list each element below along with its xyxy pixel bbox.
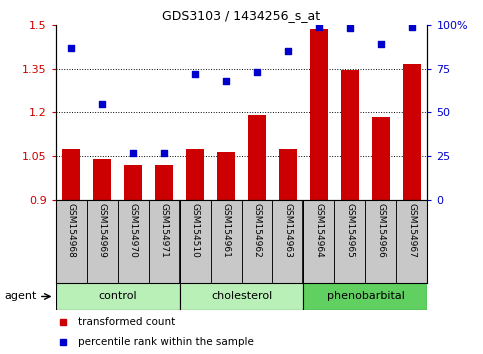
Point [315, 24, 323, 29]
Bar [303, 200, 334, 283]
Title: GDS3103 / 1434256_s_at: GDS3103 / 1434256_s_at [162, 9, 321, 22]
Bar [242, 200, 272, 283]
Bar [303, 283, 427, 310]
Bar [186, 149, 204, 200]
Point [67, 45, 75, 50]
Bar [366, 200, 397, 283]
Bar [403, 64, 421, 200]
Point [253, 69, 261, 75]
Bar [62, 149, 80, 200]
Point [191, 71, 199, 77]
Text: agent: agent [5, 291, 37, 302]
Bar [334, 200, 366, 283]
Bar [117, 200, 149, 283]
Bar [248, 115, 266, 200]
Bar [211, 200, 242, 283]
Text: GSM154967: GSM154967 [408, 203, 416, 258]
Text: GSM154970: GSM154970 [128, 203, 138, 258]
Point [408, 24, 416, 29]
Bar [56, 283, 180, 310]
Text: GSM154963: GSM154963 [284, 203, 293, 258]
Text: GSM154966: GSM154966 [376, 203, 385, 258]
Text: percentile rank within the sample: percentile rank within the sample [78, 337, 254, 347]
Bar [56, 200, 86, 283]
Text: GSM154962: GSM154962 [253, 203, 261, 258]
Text: GSM154969: GSM154969 [98, 203, 107, 258]
Bar [310, 29, 328, 200]
Point [284, 48, 292, 54]
Point [222, 78, 230, 84]
Point [129, 150, 137, 155]
Text: GSM154968: GSM154968 [67, 203, 75, 258]
Point [98, 101, 106, 107]
Bar [93, 159, 112, 200]
Text: control: control [98, 291, 137, 302]
Text: cholesterol: cholesterol [211, 291, 272, 302]
Text: GSM154510: GSM154510 [190, 203, 199, 258]
Bar [149, 200, 180, 283]
Bar [217, 152, 235, 200]
Text: GSM154965: GSM154965 [345, 203, 355, 258]
Bar [397, 200, 427, 283]
Bar [86, 200, 117, 283]
Bar [155, 165, 173, 200]
Text: GSM154971: GSM154971 [159, 203, 169, 258]
Bar [279, 149, 297, 200]
Bar [180, 283, 303, 310]
Text: GSM154961: GSM154961 [222, 203, 230, 258]
Text: GSM154964: GSM154964 [314, 203, 324, 258]
Bar [124, 165, 142, 200]
Point [377, 41, 385, 47]
Bar [372, 117, 390, 200]
Point [160, 150, 168, 155]
Bar [272, 200, 303, 283]
Bar [180, 200, 211, 283]
Bar [341, 70, 359, 200]
Point [346, 25, 354, 31]
Text: phenobarbital: phenobarbital [327, 291, 404, 302]
Text: transformed count: transformed count [78, 317, 175, 327]
